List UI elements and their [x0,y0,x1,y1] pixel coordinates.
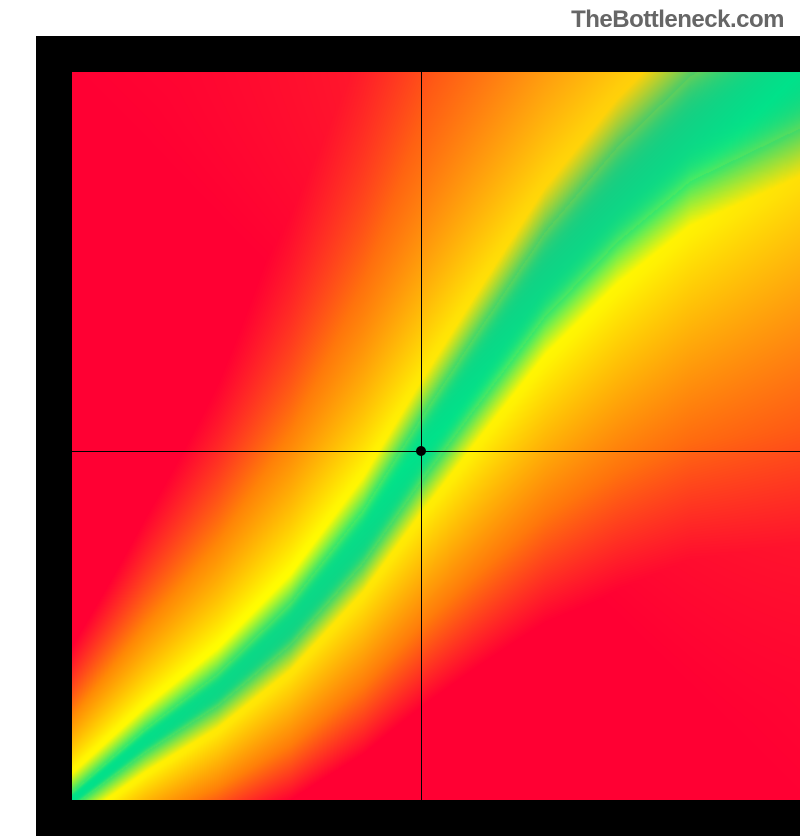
plot-frame [36,36,800,836]
crosshair-vertical [421,72,422,800]
crosshair-horizontal [72,451,800,452]
crosshair-marker [416,446,426,456]
plot-area [72,72,800,800]
watermark-text: TheBottleneck.com [571,6,784,34]
heatmap-canvas [72,72,800,800]
